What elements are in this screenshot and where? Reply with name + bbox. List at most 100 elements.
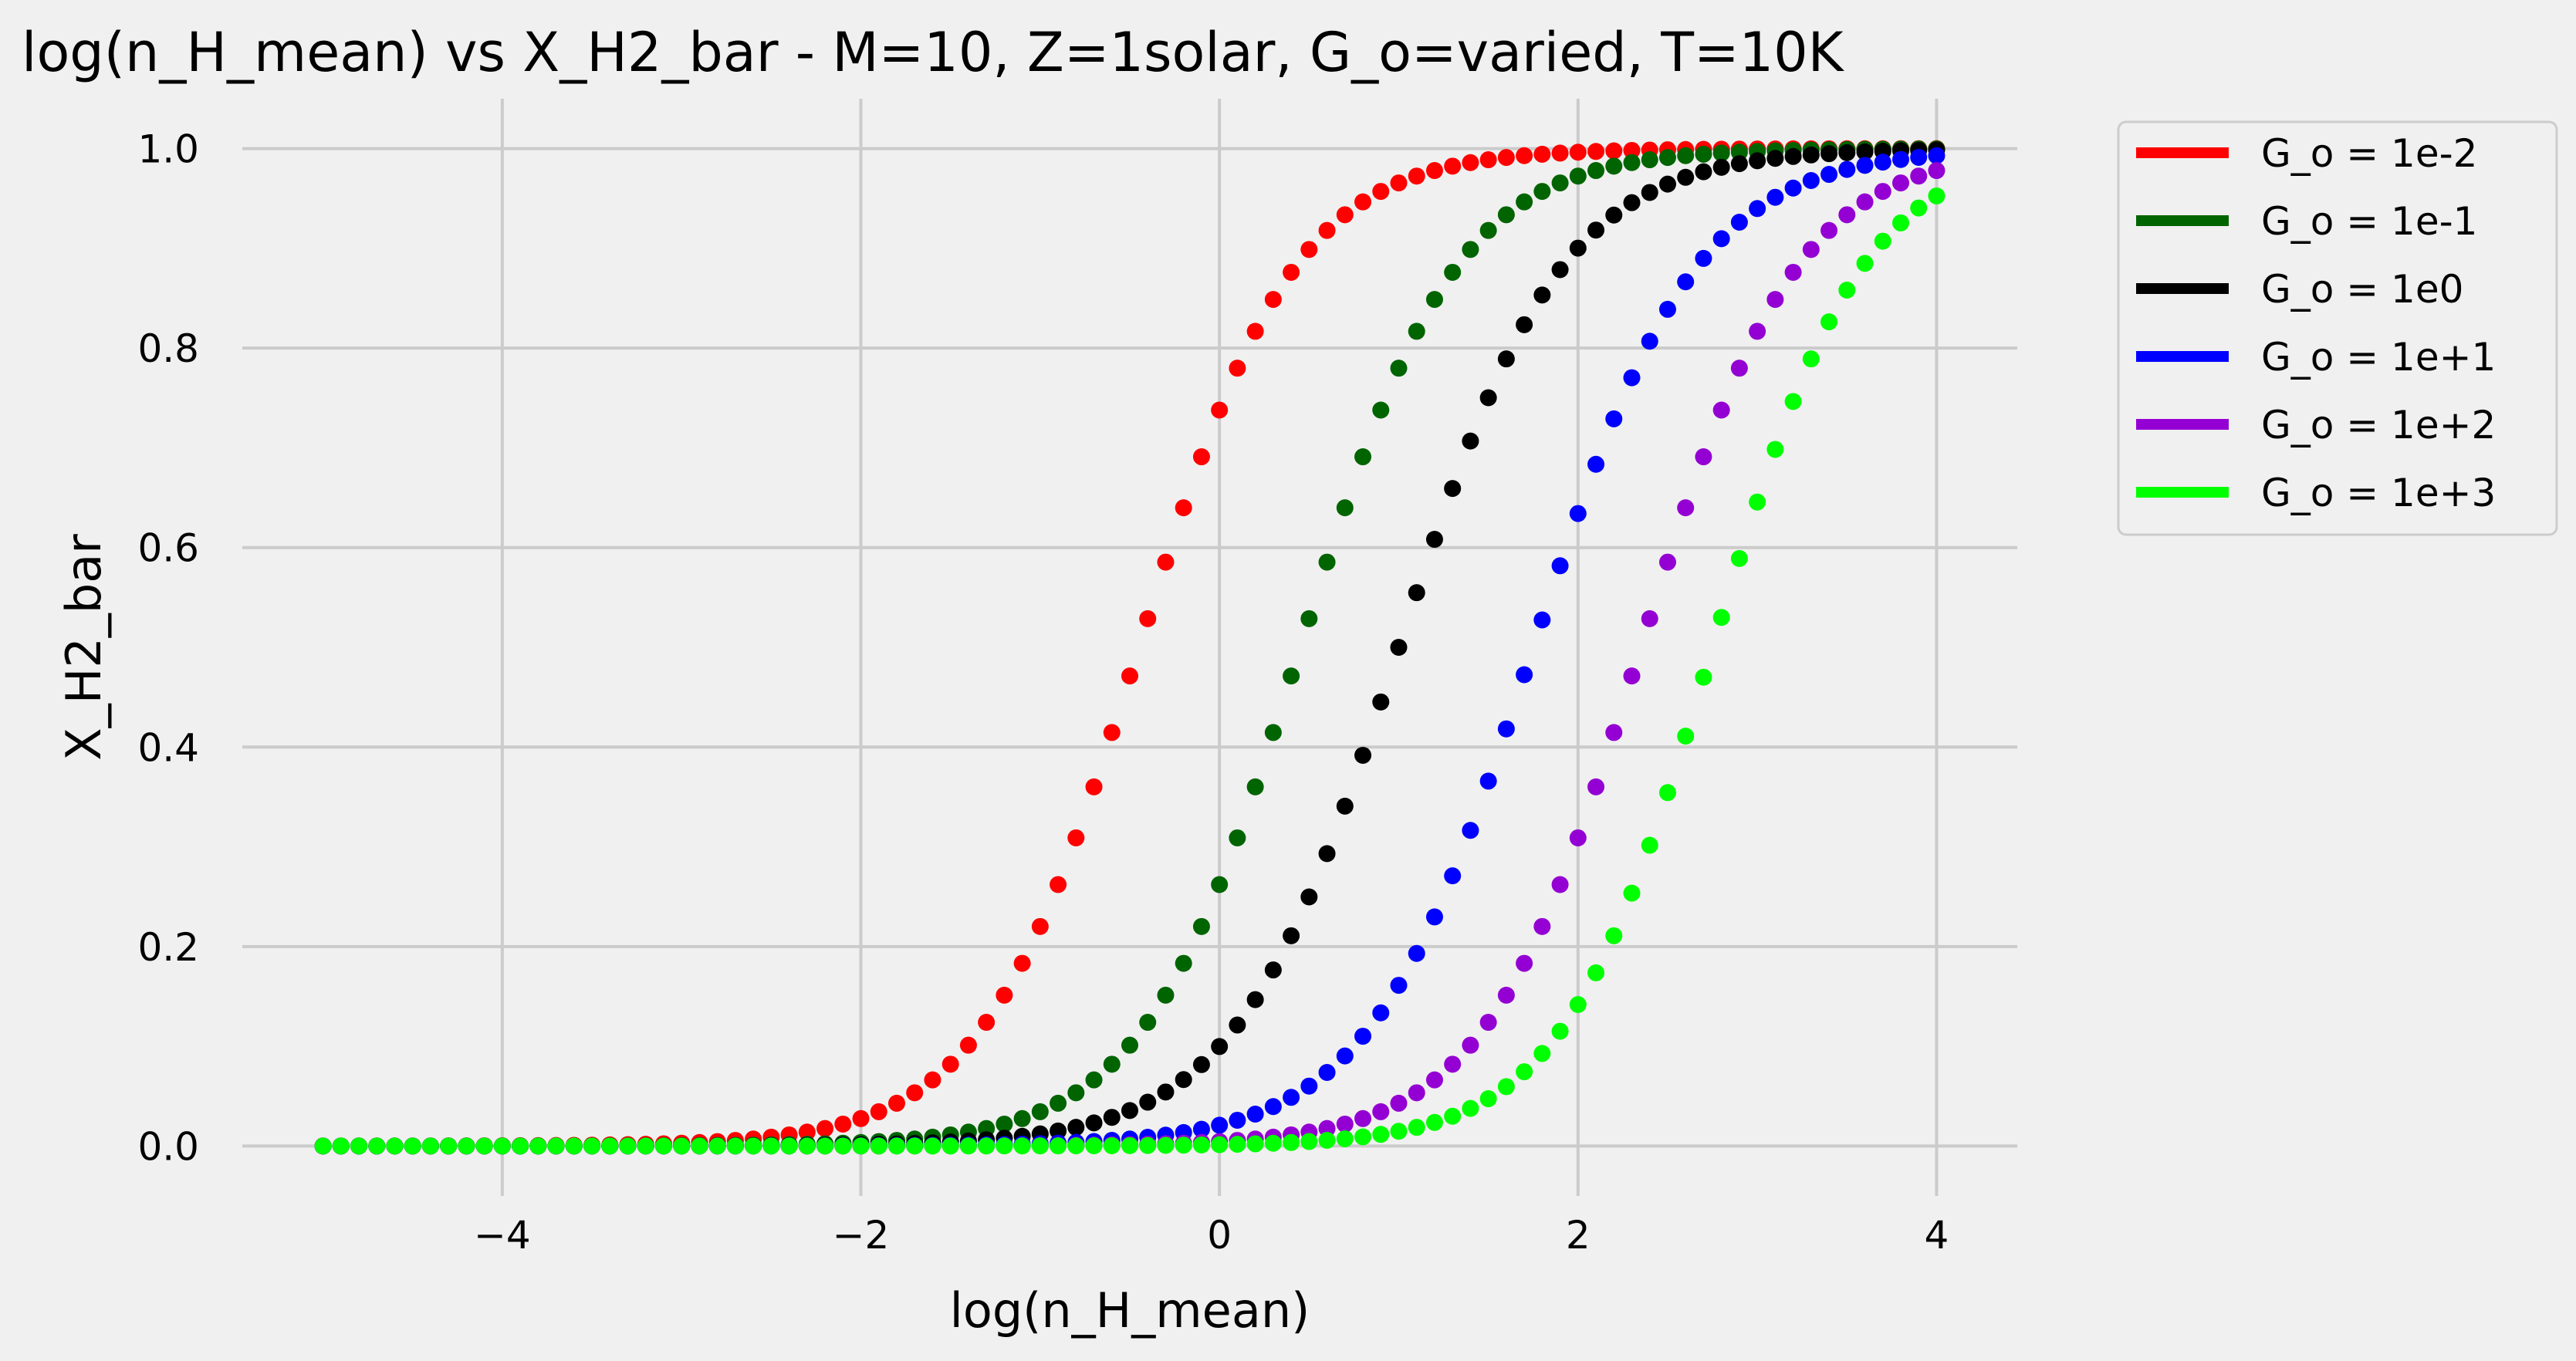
data-point: [1121, 667, 1138, 684]
data-point: [1587, 456, 1604, 473]
data-point: [1641, 333, 1658, 350]
data-point: [1354, 1128, 1371, 1145]
data-point: [1587, 221, 1604, 238]
data-point: [1408, 584, 1425, 601]
data-point: [1426, 291, 1443, 308]
data-point: [1337, 1130, 1354, 1147]
data-point: [1516, 1063, 1533, 1080]
data-point: [1533, 918, 1550, 935]
data-point: [816, 1120, 833, 1137]
data-point: [1229, 1112, 1246, 1129]
data-point: [1587, 143, 1604, 160]
data-point: [1229, 360, 1246, 377]
data-point: [1121, 1102, 1138, 1119]
data-point: [1086, 1137, 1103, 1154]
data-point: [1533, 1045, 1550, 1062]
data-point: [1265, 1135, 1282, 1152]
data-point: [1910, 149, 1927, 166]
data-point: [1300, 1133, 1317, 1150]
data-point: [1480, 1014, 1497, 1031]
y-tick-label: 1.0: [137, 127, 199, 172]
data-point: [1211, 876, 1228, 893]
data-point: [1444, 480, 1461, 497]
data-point: [1193, 918, 1210, 935]
data-point: [1731, 550, 1748, 567]
data-point: [1857, 255, 1874, 272]
data-point: [1372, 1005, 1389, 1022]
data-point: [1875, 233, 1891, 250]
data-point: [1247, 778, 1264, 795]
data-point: [1444, 264, 1461, 281]
data-point: [1193, 1136, 1210, 1153]
data-point: [906, 1084, 923, 1101]
data-point: [978, 1014, 995, 1031]
data-point: [1570, 996, 1587, 1013]
data-point: [942, 1055, 959, 1072]
data-point: [834, 1137, 851, 1154]
data-point: [1444, 1108, 1461, 1125]
data-point: [1857, 194, 1874, 211]
data-point: [1104, 1055, 1121, 1072]
data-point: [1641, 837, 1658, 854]
data-point: [1480, 1090, 1497, 1107]
data-point: [1050, 1137, 1067, 1154]
data-point: [1247, 1136, 1264, 1153]
data-point: [1354, 448, 1371, 465]
data-point: [1408, 167, 1425, 184]
data-point: [1104, 1109, 1121, 1126]
data-point: [548, 1137, 565, 1154]
data-point: [1211, 401, 1228, 418]
data-point: [1605, 157, 1622, 174]
data-point: [1426, 1114, 1443, 1131]
data-point: [1121, 1037, 1138, 1054]
data-point: [1749, 494, 1766, 511]
data-point: [1265, 1098, 1282, 1115]
data-point: [1139, 610, 1156, 627]
data-point: [1175, 1136, 1192, 1153]
data-point: [1570, 240, 1587, 257]
data-point: [781, 1137, 798, 1154]
data-point: [458, 1137, 475, 1154]
data-point: [1875, 154, 1891, 171]
data-point: [1838, 206, 1855, 223]
data-point: [924, 1072, 941, 1089]
data-point: [1086, 1072, 1103, 1089]
legend-label: G_o = 1e0: [2261, 267, 2463, 312]
data-point: [1659, 176, 1676, 193]
data-point: [1157, 554, 1174, 571]
data-point: [1838, 161, 1855, 178]
data-point: [1731, 360, 1748, 377]
data-point: [1749, 323, 1766, 339]
data-point: [1677, 728, 1694, 745]
data-point: [1641, 610, 1658, 627]
data-point: [637, 1137, 654, 1154]
data-point: [583, 1137, 600, 1154]
data-point: [1390, 174, 1407, 191]
data-point: [1892, 174, 1909, 191]
legend-label: G_o = 1e+2: [2261, 403, 2496, 447]
data-point: [1695, 164, 1712, 181]
data-point: [1516, 147, 1533, 164]
data-point: [996, 1137, 1012, 1154]
data-point: [1175, 499, 1192, 516]
data-point: [476, 1137, 493, 1154]
data-point: [1552, 876, 1569, 893]
data-point: [1624, 194, 1641, 211]
data-point: [1211, 1136, 1228, 1153]
data-point: [1552, 1023, 1569, 1040]
data-point: [1766, 441, 1783, 458]
data-point: [709, 1137, 726, 1154]
data-point: [1857, 157, 1874, 174]
data-point: [1229, 1017, 1246, 1034]
data-point: [1749, 200, 1766, 217]
data-point: [512, 1137, 529, 1154]
x-axis-label: log(n_H_mean): [950, 1282, 1310, 1339]
data-point: [1605, 410, 1622, 427]
data-point: [1032, 1137, 1049, 1154]
data-point: [1247, 991, 1264, 1008]
data-point: [1337, 798, 1354, 815]
data-point: [1587, 964, 1604, 981]
data-point: [1014, 955, 1031, 972]
legend-label: G_o = 1e+1: [2261, 335, 2496, 380]
